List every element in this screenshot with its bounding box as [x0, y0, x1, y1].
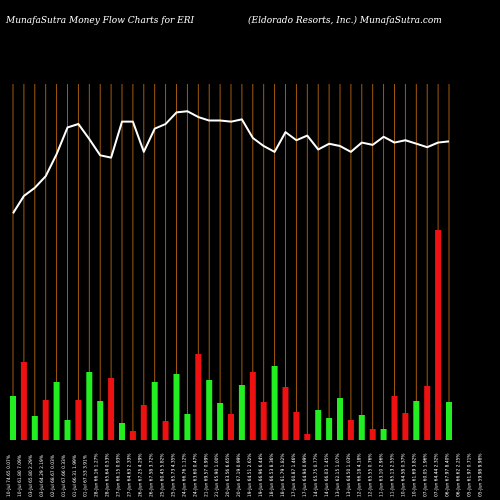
bar-30 [337, 398, 343, 440]
tick-label-11: 27-Jun 64.63 2.33% [127, 453, 133, 497]
tick-label-23: 19-Jun 66.96 6.44% [258, 453, 264, 497]
bar-34 [380, 429, 387, 440]
bar-26 [293, 412, 300, 440]
tick-label-25: 18-Jun 61.79 1.82% [280, 453, 286, 497]
tick-label-17: 24-Jun 63.60 0.47% [192, 453, 198, 497]
bar-31 [347, 420, 354, 440]
tick-label-22: 19-Jun 64.51 2.62% [247, 453, 253, 497]
bar-29 [326, 418, 333, 440]
money-flow-bars [10, 230, 452, 440]
tick-label-42: 05-Jun 61.97 0.71% [466, 453, 472, 497]
tick-label-33: 12-Jun 65.55 0.76% [368, 453, 374, 497]
bar-37 [413, 401, 420, 440]
tick-label-16: 24-Jun 66.76 1.12% [181, 453, 187, 497]
tick-label-10: 27-Jun 66.15 0.93% [116, 453, 122, 497]
bar-33 [369, 429, 376, 440]
tick-label-12: 26-Jun 67.25 4.29% [138, 453, 144, 497]
bar-21 [238, 385, 245, 440]
bar-7 [86, 372, 93, 440]
tick-label-1: 10-Jul 61.80 7.09% [17, 455, 23, 497]
bar-1 [20, 362, 27, 440]
tick-label-14: 25-Jun 60.45 5.82% [159, 453, 165, 497]
bar-38 [424, 386, 431, 440]
tick-label-26: 17-Jun 60.87 1.46% [291, 453, 297, 497]
bar-32 [358, 415, 365, 440]
tick-label-37: 10-Jun 61.69 3.82% [412, 453, 418, 497]
bar-0 [10, 396, 16, 440]
bar-15 [173, 374, 180, 440]
tick-label-38: 07-Jun 60.05 1.96% [422, 453, 428, 497]
chart-title: MunafaSutra Money Flow Charts for ERI [5, 16, 194, 26]
bar-20 [228, 414, 234, 440]
tick-label-21: 20-Jun 67.19 0.99% [236, 453, 242, 497]
tick-label-35: 11-Jun 65.13 2.55% [390, 453, 396, 497]
bar-39 [435, 230, 442, 440]
chart-subtitle: (Eldorado Resorts, Inc.) MunafaSutra.com [248, 15, 442, 26]
tick-label-3: 03-Jul 64.29 2.19% [39, 455, 45, 497]
tick-label-28: 14-Jun 65.75 0.77% [313, 453, 319, 497]
bar-19 [217, 403, 224, 440]
bar-6 [75, 400, 82, 440]
tick-label-36: 10-Jun 64.58 0.37% [401, 453, 407, 497]
bar-27 [304, 434, 311, 440]
tick-label-2: 03-Jul 65.80 2.29% [28, 455, 34, 497]
tick-label-31: 13-Jun 64.50 1.03% [346, 453, 352, 497]
tick-label-43: 05-Jun 59.98 9.98% [477, 453, 483, 497]
tick-label-8: 28-Jun 66.16 1.27% [94, 453, 100, 497]
price-line-layer [12, 110, 450, 214]
tick-label-19: 21-Jun 65.90 1.00% [214, 453, 220, 497]
bar-5 [64, 420, 71, 440]
bar-9 [108, 378, 115, 440]
bar-17 [195, 354, 202, 440]
bar-35 [391, 396, 398, 440]
tick-label-6: 01-Jul 66.31 1.99% [72, 455, 78, 497]
tick-label-0: 10-Jul 74.65 0.07% [6, 455, 12, 497]
x-tick-labels: 10-Jul 74.65 0.07% 10-Jul 61.80 7.09% 03-J… [6, 453, 483, 497]
bar-25 [282, 387, 289, 440]
tick-label-18: 21-Jun 69.57 0.99% [203, 453, 209, 497]
tick-label-40: 06-Jun 67.97 8.40% [444, 453, 450, 497]
bar-18 [206, 380, 213, 440]
tick-label-5: 01-Jul 67.66 0.33% [61, 455, 67, 497]
bar-36 [402, 413, 409, 440]
tick-label-29: 14-Jun 66.03 1.45% [324, 453, 330, 497]
bar-4 [53, 382, 60, 440]
bar-24 [271, 366, 278, 440]
tick-label-7: 01-Jul 67.53 3.91% [83, 455, 89, 497]
price-line [12, 110, 450, 214]
tick-label-27: 17-Jun 64.94 0.99% [302, 453, 308, 497]
tick-label-15: 25-Jun 65.73 4.35% [170, 453, 176, 497]
tick-label-30: 13-Jun 62.15 1.07% [335, 453, 341, 497]
bar-10 [119, 423, 125, 440]
bar-12 [140, 405, 147, 440]
bar-28 [315, 410, 322, 440]
tick-label-39: 07-Jun 64.44 2.32% [433, 453, 439, 497]
bar-2 [31, 416, 38, 440]
bar-22 [249, 372, 256, 440]
bar-3 [42, 400, 49, 440]
bar-16 [184, 414, 191, 440]
tick-label-24: 18-Jun 66.53 8.36% [269, 453, 275, 497]
bar-11 [129, 431, 136, 440]
tick-label-9: 28-Jun 65.64 0.53% [105, 453, 111, 497]
vertical-gridlines [12, 84, 450, 440]
tick-label-20: 20-Jun 63.56 6.65% [225, 453, 231, 497]
bar-14 [162, 421, 169, 440]
tick-label-32: 12-Jun 66.18 4.18% [357, 453, 363, 497]
bar-23 [260, 402, 267, 440]
tick-label-13: 26-Jun 67.58 3.72% [148, 453, 154, 497]
tick-label-34: 11-Jun 63.10 2.96% [379, 453, 385, 497]
tick-label-41: 06-Jun 66.62 2.25% [455, 453, 461, 497]
bar-40 [446, 402, 452, 440]
bar-13 [151, 382, 158, 440]
bar-8 [97, 401, 104, 440]
tick-label-4: 02-Jul 68.67 0.03% [50, 455, 56, 497]
